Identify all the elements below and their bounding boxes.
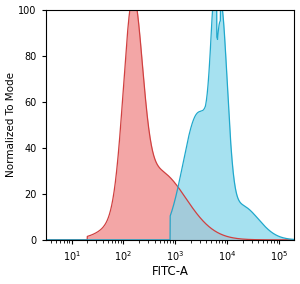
Y-axis label: Normalized To Mode: Normalized To Mode [6,72,16,177]
X-axis label: FITC-A: FITC-A [152,266,188,278]
